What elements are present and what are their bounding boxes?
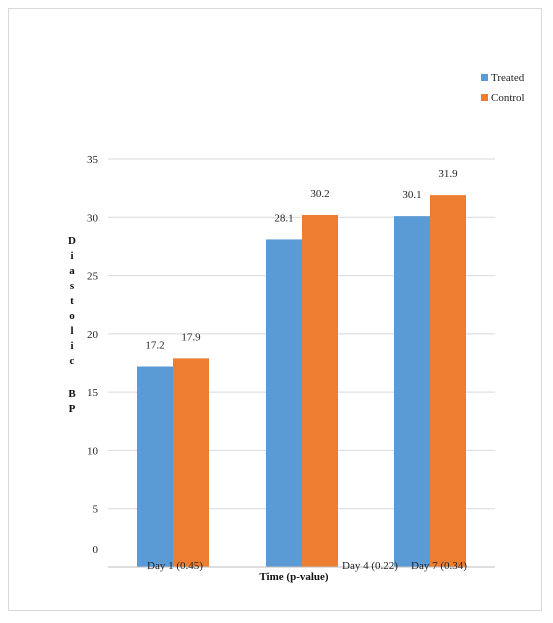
y-tick-label: 30 bbox=[87, 212, 99, 224]
y-axis-label-char: i bbox=[70, 340, 73, 352]
y-tick-label: 20 bbox=[87, 329, 99, 341]
data-label: 17.2 bbox=[145, 339, 164, 351]
y-tick-label: 10 bbox=[87, 445, 99, 457]
y-tick-labels: 0 5 10 15 20 25 30 35 bbox=[87, 154, 99, 556]
y-axis-label-char: t bbox=[70, 295, 74, 307]
legend-swatch bbox=[481, 74, 488, 81]
y-tick-label: 0 bbox=[93, 544, 99, 556]
y-axis-label-char: i bbox=[70, 250, 73, 262]
y-axis-label-char: l bbox=[70, 325, 73, 337]
category-label: Day 7 (0.34) bbox=[411, 560, 467, 572]
y-axis-label-char: D bbox=[68, 235, 76, 247]
category-labels: Day 1 (0.45) Day 4 (0.22) Day 7 (0.34) bbox=[147, 560, 467, 572]
y-tick-label: 5 bbox=[93, 504, 99, 516]
data-label: 30.2 bbox=[310, 188, 329, 200]
category-label: Day 4 (0.22) bbox=[342, 560, 398, 572]
data-label: 30.1 bbox=[402, 189, 421, 201]
y-axis-label-char: B bbox=[68, 388, 76, 400]
y-axis-label-char: s bbox=[70, 280, 75, 292]
bar-treated-2 bbox=[266, 239, 302, 568]
category-label: Day 1 (0.45) bbox=[147, 560, 203, 572]
legend-label: Treated bbox=[491, 72, 525, 84]
y-axis-label-char: P bbox=[69, 403, 76, 415]
legend-label: Control bbox=[491, 92, 525, 104]
y-tick-label: 25 bbox=[87, 271, 99, 283]
y-axis-label-char: o bbox=[69, 310, 75, 322]
legend-swatch bbox=[481, 94, 488, 101]
y-tick-label: 15 bbox=[87, 387, 99, 399]
bar-control-3 bbox=[430, 195, 466, 567]
data-label: 31.9 bbox=[438, 168, 458, 180]
data-labels: 17.2 17.9 28.1 30.2 30.1 31.9 bbox=[145, 168, 458, 351]
bar-control-2 bbox=[302, 214, 338, 567]
x-axis-label: Time (p-value) bbox=[259, 571, 328, 583]
y-tick-label: 35 bbox=[87, 154, 99, 166]
bar-treated-1 bbox=[137, 366, 173, 567]
bar-treated-3 bbox=[394, 216, 430, 567]
y-axis-label-char: a bbox=[69, 265, 75, 277]
bar-control-1 bbox=[173, 358, 209, 567]
data-label: 28.1 bbox=[274, 212, 293, 224]
data-label: 17.9 bbox=[181, 331, 201, 343]
y-axis-label-char: c bbox=[70, 355, 75, 367]
bars bbox=[137, 195, 466, 568]
legend: Treated Control bbox=[481, 72, 525, 104]
